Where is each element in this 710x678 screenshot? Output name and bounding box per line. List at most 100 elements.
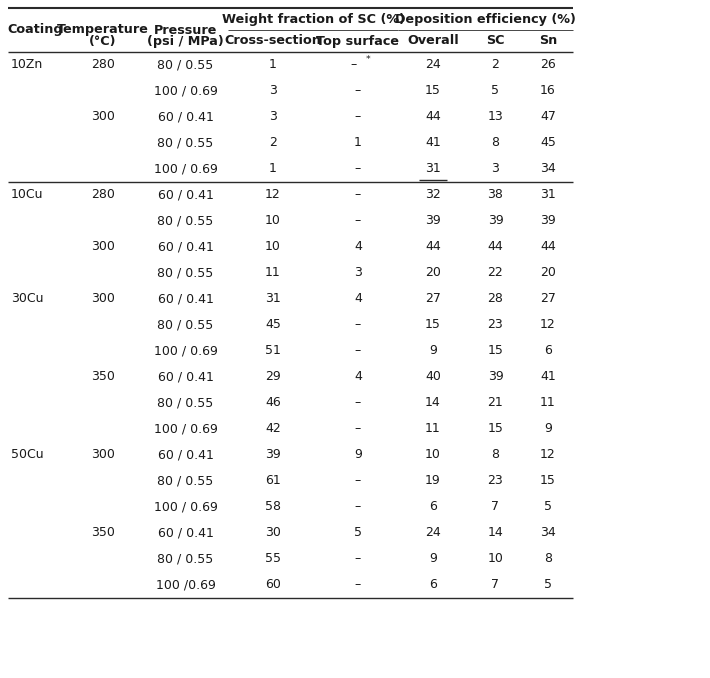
Text: 3: 3 (354, 266, 362, 279)
Text: –: – (355, 85, 361, 98)
Text: 16: 16 (540, 85, 556, 98)
Text: 9: 9 (429, 553, 437, 565)
Text: 27: 27 (540, 292, 556, 306)
Text: –: – (351, 58, 357, 71)
Text: 20: 20 (425, 266, 441, 279)
Text: Temperature: Temperature (57, 24, 149, 37)
Text: 23: 23 (488, 475, 503, 487)
Text: 44: 44 (425, 111, 441, 123)
Text: 9: 9 (429, 344, 437, 357)
Text: 5: 5 (544, 578, 552, 591)
Text: 24: 24 (425, 58, 441, 71)
Text: 3: 3 (491, 163, 499, 176)
Text: 60: 60 (265, 578, 281, 591)
Text: 44: 44 (540, 241, 556, 254)
Text: 31: 31 (540, 188, 556, 201)
Text: *: * (366, 55, 371, 64)
Text: 15: 15 (425, 319, 441, 332)
Text: Cross-section: Cross-section (224, 35, 322, 47)
Text: 20: 20 (540, 266, 556, 279)
Text: 80 / 0.55: 80 / 0.55 (158, 266, 214, 279)
Text: 45: 45 (265, 319, 281, 332)
Text: 80 / 0.55: 80 / 0.55 (158, 136, 214, 150)
Text: 4: 4 (354, 292, 362, 306)
Text: 44: 44 (425, 241, 441, 254)
Text: 23: 23 (488, 319, 503, 332)
Text: 100 / 0.69: 100 / 0.69 (153, 85, 217, 98)
Text: 14: 14 (425, 397, 441, 410)
Text: 21: 21 (488, 397, 503, 410)
Text: 2: 2 (491, 58, 499, 71)
Text: 80 / 0.55: 80 / 0.55 (158, 58, 214, 71)
Text: 30Cu: 30Cu (11, 292, 43, 306)
Text: 34: 34 (540, 163, 556, 176)
Text: 60 / 0.41: 60 / 0.41 (158, 370, 214, 384)
Text: Overall: Overall (407, 35, 459, 47)
Text: 10Zn: 10Zn (11, 58, 43, 71)
Text: –: – (355, 500, 361, 513)
Text: –: – (355, 214, 361, 228)
Text: 9: 9 (354, 449, 362, 462)
Text: 10Cu: 10Cu (11, 188, 43, 201)
Text: Pressure: Pressure (154, 24, 217, 37)
Text: 7: 7 (491, 500, 500, 513)
Text: 4: 4 (354, 370, 362, 384)
Text: 34: 34 (540, 527, 556, 540)
Text: 19: 19 (425, 475, 441, 487)
Text: 8: 8 (491, 136, 500, 150)
Text: –: – (355, 578, 361, 591)
Text: –: – (355, 188, 361, 201)
Text: 100 / 0.69: 100 / 0.69 (153, 344, 217, 357)
Text: 100 / 0.69: 100 / 0.69 (153, 422, 217, 435)
Text: –: – (355, 344, 361, 357)
Text: 280: 280 (91, 188, 115, 201)
Text: 300: 300 (91, 292, 115, 306)
Text: 46: 46 (265, 397, 281, 410)
Text: 2: 2 (269, 136, 277, 150)
Text: 11: 11 (540, 397, 556, 410)
Text: 60 / 0.41: 60 / 0.41 (158, 241, 214, 254)
Text: –: – (355, 397, 361, 410)
Text: 80 / 0.55: 80 / 0.55 (158, 214, 214, 228)
Text: 6: 6 (544, 344, 552, 357)
Text: 4: 4 (354, 241, 362, 254)
Text: 5: 5 (544, 500, 552, 513)
Text: 51: 51 (265, 344, 281, 357)
Text: 350: 350 (91, 527, 115, 540)
Text: 27: 27 (425, 292, 441, 306)
Text: –: – (355, 163, 361, 176)
Text: 31: 31 (425, 163, 441, 176)
Text: 280: 280 (91, 58, 115, 71)
Text: 31: 31 (265, 292, 281, 306)
Text: 32: 32 (425, 188, 441, 201)
Text: Sn: Sn (539, 35, 557, 47)
Text: 39: 39 (425, 214, 441, 228)
Text: 350: 350 (91, 370, 115, 384)
Text: (°C): (°C) (89, 35, 116, 47)
Text: 300: 300 (91, 111, 115, 123)
Text: 11: 11 (265, 266, 281, 279)
Text: 8: 8 (491, 449, 500, 462)
Text: 5: 5 (491, 85, 500, 98)
Text: 50Cu: 50Cu (11, 449, 43, 462)
Text: 5: 5 (354, 527, 362, 540)
Text: 28: 28 (488, 292, 503, 306)
Text: 22: 22 (488, 266, 503, 279)
Text: –: – (355, 319, 361, 332)
Text: 13: 13 (488, 111, 503, 123)
Text: 8: 8 (544, 553, 552, 565)
Text: 39: 39 (488, 214, 503, 228)
Text: –: – (355, 475, 361, 487)
Text: 41: 41 (540, 370, 556, 384)
Text: –: – (355, 553, 361, 565)
Text: 300: 300 (91, 241, 115, 254)
Text: 39: 39 (265, 449, 281, 462)
Text: 15: 15 (540, 475, 556, 487)
Text: 41: 41 (425, 136, 441, 150)
Text: 80 / 0.55: 80 / 0.55 (158, 475, 214, 487)
Text: 1: 1 (269, 58, 277, 71)
Text: 60 / 0.41: 60 / 0.41 (158, 188, 214, 201)
Text: 9: 9 (544, 422, 552, 435)
Text: 15: 15 (488, 344, 503, 357)
Text: 47: 47 (540, 111, 556, 123)
